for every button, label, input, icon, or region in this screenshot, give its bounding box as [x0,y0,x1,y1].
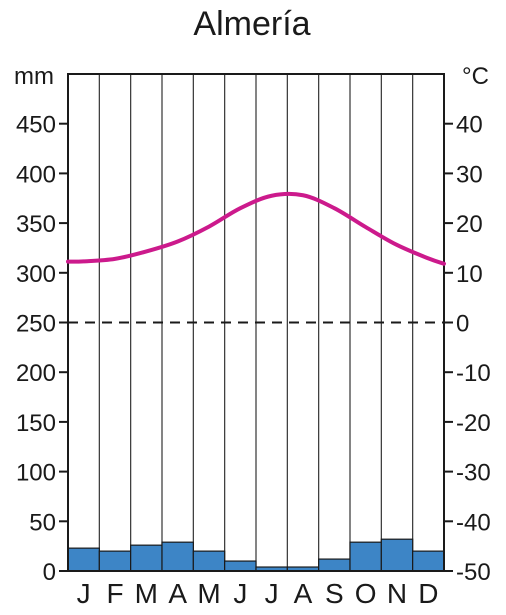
precipitation-bar [318,558,351,572]
precipitation-tick-label: 400 [16,161,56,188]
month-label: N [387,578,407,609]
month-label: M [197,578,220,609]
month-label: A [294,578,313,609]
temperature-line [66,191,446,266]
month-label: S [325,578,344,609]
precipitation-bar [130,544,163,572]
precipitation-bar [67,547,100,572]
month-label: M [135,578,158,609]
precipitation-bar [349,541,382,572]
temperature-unit-label: °C [462,63,489,90]
month-label: J [265,578,279,609]
precipitation-bar [380,538,414,572]
temperature-tick-label: -10 [456,360,491,387]
precipitation-tick-label: 250 [16,311,56,338]
precipitation-tick-label: 0 [43,559,56,586]
precipitation-bars [67,538,445,572]
month-label: A [168,578,187,609]
temperature-tick-label: 40 [456,112,483,139]
month-label: F [106,578,123,609]
temperature-tick-label: 0 [456,311,469,338]
precipitation-tick-label: 350 [16,211,56,238]
temperature-tick-label: 30 [456,161,483,188]
month-label: O [355,578,377,609]
precipitation-axis: mm 0 50 100 150 200 250 300 350 400 450 [14,63,68,586]
temperature-tick-label: -40 [456,509,491,536]
precipitation-bar [412,550,445,572]
temperature-tick-label: -50 [456,559,491,586]
precipitation-tick-label: 450 [16,112,56,139]
temperature-tick-label: 10 [456,261,483,288]
precipitation-tick-label: 150 [16,410,56,437]
precipitation-tick-label: 50 [29,509,56,536]
precipitation-bar [98,550,132,572]
month-label: J [233,578,247,609]
temperature-tick-label: -30 [456,460,491,487]
month-label: D [418,578,438,609]
precipitation-tick-label: 300 [16,261,56,288]
chart-title: Almería [193,5,310,43]
precipitation-unit-label: mm [14,63,54,90]
precipitation-tick-label: 200 [16,360,56,387]
month-label: J [77,578,91,609]
precipitation-bar [192,550,226,572]
temperature-axis: °C -50 -40 -30 -20 -10 0 10 20 30 40 [444,63,491,586]
precipitation-tick-label: 100 [16,460,56,487]
precipitation-bar [161,541,194,572]
temperature-tick-label: -20 [456,410,491,437]
temperature-tick-label: 20 [456,211,483,238]
precipitation-bar [224,560,257,572]
